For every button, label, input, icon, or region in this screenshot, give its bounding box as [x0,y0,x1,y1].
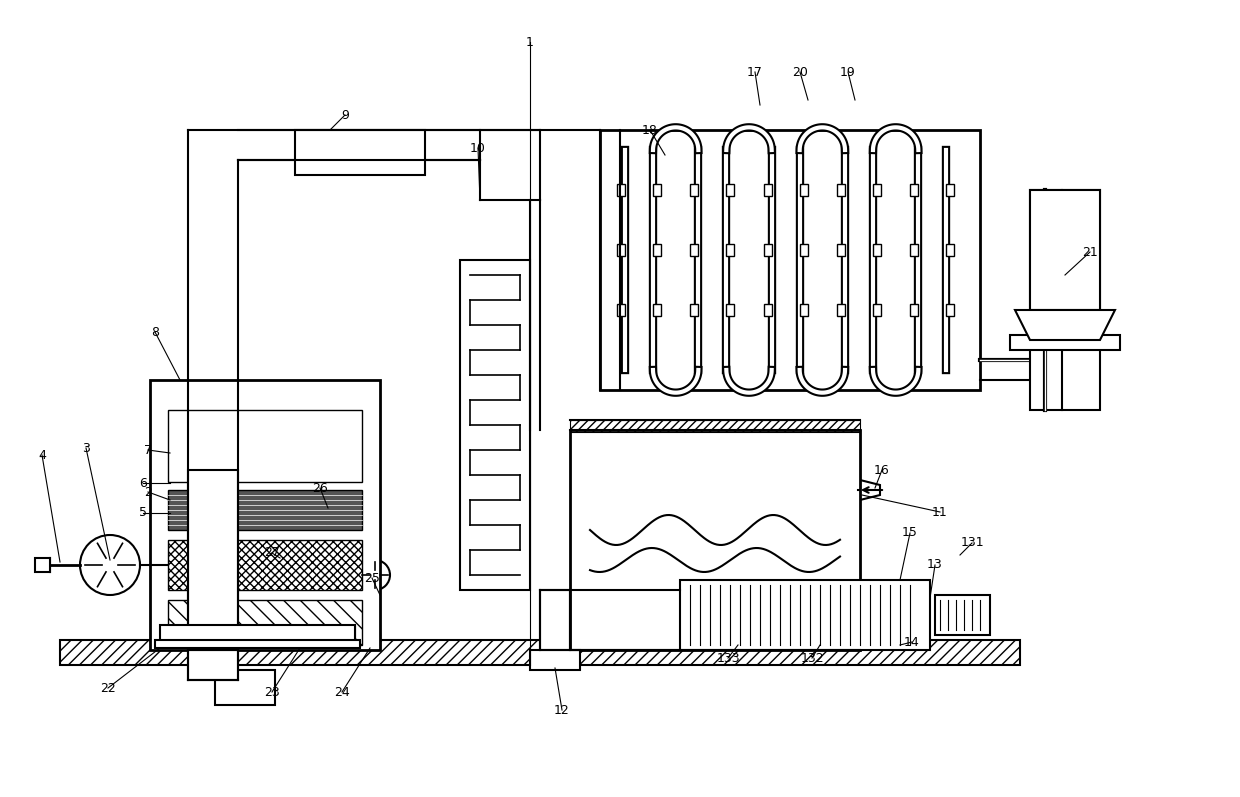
Text: 7: 7 [144,443,153,457]
Text: 18: 18 [642,124,658,136]
Bar [946,304,955,316]
Bar [680,580,930,650]
Text: 12: 12 [554,704,570,717]
Text: 23: 23 [264,685,280,698]
Text: 20: 20 [792,65,808,78]
Bar [764,184,771,196]
Text: 10: 10 [470,142,486,155]
Bar [800,184,807,196]
Text: 131: 131 [960,536,983,549]
Text: 9: 9 [341,108,348,121]
Bar [618,304,625,316]
Bar [60,640,1021,665]
Bar [160,625,355,643]
Bar [800,304,807,316]
Bar [1011,335,1120,350]
Bar [946,244,955,256]
Text: 16: 16 [874,464,890,477]
Bar [727,244,734,256]
Bar [150,632,379,650]
Bar [295,130,425,175]
Bar [188,650,238,680]
Text: 26: 26 [312,481,327,494]
Bar [946,184,955,196]
Bar [600,130,980,390]
Text: 25: 25 [365,571,379,584]
Bar [167,410,362,482]
Bar [1030,190,1100,410]
Bar [691,304,698,316]
Text: 24: 24 [334,685,350,698]
Bar [910,244,919,256]
Bar [160,625,355,643]
Text: 17: 17 [746,65,763,78]
Bar [653,244,661,256]
Bar [764,304,771,316]
Text: 2: 2 [144,485,153,498]
Bar [167,490,362,530]
Bar [691,184,698,196]
Bar [935,595,990,635]
Bar [910,184,919,196]
Bar [727,304,734,316]
Bar [910,304,919,316]
Bar [873,184,880,196]
Bar [800,244,807,256]
Bar [653,184,661,196]
Text: 3: 3 [82,442,91,454]
Bar [539,590,570,665]
Text: 21: 21 [1083,245,1097,258]
Text: 11: 11 [932,505,947,519]
Bar [35,558,50,572]
Text: 5: 5 [139,507,148,520]
Bar [570,430,588,650]
Bar [837,184,844,196]
Bar [155,640,360,648]
Bar [691,244,698,256]
Bar [215,670,275,705]
Text: 1: 1 [526,36,534,49]
Text: 14: 14 [904,635,920,649]
Bar [1030,190,1100,310]
Text: 4: 4 [38,449,46,461]
Bar [842,430,861,650]
Polygon shape [1016,310,1115,340]
Bar [653,304,661,316]
Bar [570,430,861,650]
Text: 27: 27 [264,547,280,559]
Text: 15: 15 [901,527,918,540]
Text: 133: 133 [717,651,740,665]
Bar [618,184,625,196]
Text: 22: 22 [100,681,115,694]
Text: 6: 6 [139,477,146,489]
Bar [150,380,167,650]
Text: 132: 132 [800,651,823,665]
Bar [837,304,844,316]
Bar [873,244,880,256]
Bar [460,260,529,590]
Bar [618,244,625,256]
Text: 13: 13 [928,559,942,571]
Bar [167,540,362,590]
Bar [570,420,861,432]
Text: 19: 19 [841,65,856,78]
Text: 8: 8 [151,325,159,339]
Bar [60,640,1021,665]
Bar [873,304,880,316]
Bar [188,470,238,650]
Bar [727,184,734,196]
Bar [150,380,379,650]
Bar [539,590,570,665]
Bar [362,380,379,650]
Bar [837,244,844,256]
Bar [764,244,771,256]
Bar [529,650,580,670]
Bar [167,600,362,645]
